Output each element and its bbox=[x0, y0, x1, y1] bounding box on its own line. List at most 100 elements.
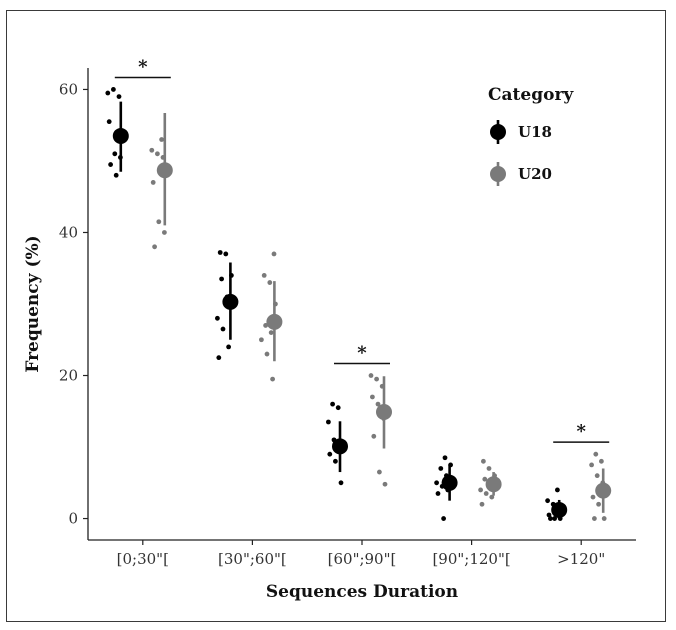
data-point bbox=[326, 419, 331, 425]
data-point bbox=[270, 376, 275, 382]
data-point bbox=[552, 516, 557, 521]
data-point bbox=[261, 272, 267, 278]
legend-key-marker bbox=[490, 124, 506, 140]
mean-marker bbox=[156, 162, 173, 179]
y-tick-label: 60 bbox=[59, 80, 78, 98]
data-point bbox=[152, 244, 158, 250]
data-point bbox=[382, 481, 388, 487]
data-point bbox=[593, 451, 599, 457]
mean-marker bbox=[112, 127, 129, 144]
significance-star: * bbox=[576, 421, 586, 442]
y-ticks: 0 20 40 60 bbox=[59, 80, 88, 528]
data-point bbox=[478, 487, 483, 493]
data-point bbox=[215, 315, 220, 321]
data-point bbox=[479, 501, 485, 507]
data-point bbox=[162, 230, 167, 235]
data-point bbox=[601, 516, 607, 521]
data-point bbox=[335, 405, 341, 411]
data-point bbox=[150, 180, 156, 185]
data-point bbox=[216, 355, 222, 361]
mean-marker bbox=[485, 476, 502, 493]
data-point bbox=[483, 491, 489, 496]
data-point bbox=[220, 326, 226, 332]
y-axis-title: Frequency (%) bbox=[23, 235, 43, 372]
significance-star: * bbox=[357, 343, 367, 364]
data-point bbox=[435, 491, 441, 496]
mean-marker bbox=[222, 293, 239, 310]
data-point bbox=[217, 250, 223, 255]
y-tick-label: 0 bbox=[68, 510, 78, 528]
data-point bbox=[105, 90, 111, 96]
data-point bbox=[156, 219, 162, 225]
data-point bbox=[442, 455, 448, 461]
data-point bbox=[594, 473, 600, 479]
legend: Category U18 U20 bbox=[488, 85, 574, 186]
legend-key-marker bbox=[490, 166, 506, 182]
y-tick-label: 20 bbox=[59, 367, 78, 385]
data-point bbox=[481, 458, 486, 464]
plot-area bbox=[105, 87, 612, 521]
data-point bbox=[264, 351, 270, 357]
data-point bbox=[489, 494, 495, 500]
data-point bbox=[596, 501, 601, 507]
data-point bbox=[486, 466, 492, 471]
data-point bbox=[441, 516, 446, 521]
x-tick-label: [0;30"[ bbox=[117, 550, 169, 568]
x-tick-label: [90";120"[ bbox=[432, 550, 510, 568]
data-point bbox=[219, 276, 225, 282]
data-point bbox=[333, 458, 338, 464]
data-point bbox=[111, 87, 116, 92]
data-point bbox=[377, 469, 382, 475]
data-point bbox=[155, 151, 160, 157]
significance-annotations: * * * bbox=[114, 56, 610, 443]
x-tick-label: [60";90"[ bbox=[328, 550, 397, 568]
mean-marker bbox=[595, 482, 612, 499]
mean-marker bbox=[376, 403, 392, 420]
x-tick-label: >120" bbox=[557, 550, 605, 568]
data-point bbox=[108, 162, 113, 167]
data-point bbox=[223, 251, 229, 257]
data-point bbox=[112, 151, 118, 157]
data-point bbox=[149, 147, 155, 153]
mean-marker bbox=[441, 474, 458, 491]
data-point bbox=[259, 337, 264, 343]
mean-marker bbox=[266, 313, 283, 330]
data-point bbox=[116, 94, 122, 100]
significance-star: * bbox=[138, 56, 148, 77]
series-U18 bbox=[105, 87, 568, 521]
data-point bbox=[330, 401, 335, 407]
data-point bbox=[338, 480, 344, 486]
x-axis-title: Sequences Duration bbox=[266, 582, 458, 602]
data-point bbox=[589, 462, 594, 468]
data-point bbox=[434, 480, 439, 486]
data-point bbox=[375, 401, 381, 407]
data-point bbox=[599, 458, 604, 464]
data-point bbox=[374, 376, 379, 382]
legend-label: U18 bbox=[518, 123, 552, 141]
data-point bbox=[590, 494, 596, 500]
data-point bbox=[370, 394, 375, 400]
data-point bbox=[592, 516, 597, 521]
y-tick-label: 40 bbox=[59, 223, 78, 241]
data-point bbox=[371, 433, 377, 439]
data-point bbox=[159, 137, 165, 142]
data-point bbox=[268, 330, 274, 336]
mean-marker bbox=[551, 501, 568, 518]
x-ticks: [0;30"[ [30";60"[ [60";90"[ [90";120"[ >120" bbox=[117, 540, 605, 568]
series-U20 bbox=[149, 113, 612, 521]
data-point bbox=[482, 476, 488, 482]
data-point bbox=[226, 344, 232, 350]
data-point bbox=[327, 451, 333, 457]
data-point bbox=[438, 466, 444, 471]
mean-marker bbox=[332, 438, 348, 455]
data-point bbox=[555, 487, 560, 493]
data-point bbox=[271, 251, 277, 257]
legend-title: Category bbox=[488, 85, 574, 105]
axes bbox=[87, 68, 636, 541]
legend-label: U20 bbox=[518, 165, 552, 183]
x-tick-label: [30";60"[ bbox=[218, 550, 287, 568]
data-point bbox=[545, 498, 550, 504]
data-point bbox=[113, 172, 119, 178]
data-point bbox=[548, 516, 553, 521]
